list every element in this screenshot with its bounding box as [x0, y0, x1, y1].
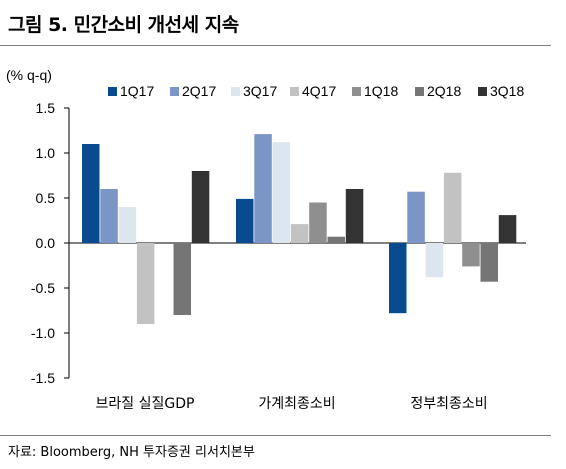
chart-legend: 1Q17 2Q17 3Q17 4Q17 1Q18 2Q18 3Q18	[108, 83, 524, 99]
bar-1q17-1	[82, 144, 100, 243]
bottom-divider	[0, 435, 551, 436]
bar-1q17-2	[236, 198, 254, 243]
legend-label-1q18: 1Q18	[364, 83, 398, 99]
bar-4q17-1	[136, 243, 155, 324]
bar-4q17-2	[290, 224, 309, 243]
bar-2q18-2	[327, 236, 345, 243]
legend-swatch-1q18	[352, 87, 361, 96]
source-note: 자료: Bloomberg, NH 투자증권 리서치본부	[8, 445, 255, 460]
legend-label-3q17: 3Q17	[243, 83, 277, 99]
legend-swatch-2q18	[415, 87, 424, 96]
bar-3q18-3	[498, 215, 517, 243]
x-axis: 브라질 실질GDP 가계최종소비 정부최종소비	[96, 396, 488, 412]
bar-1q17-3	[389, 243, 407, 314]
y-tick-label: 0.0	[36, 235, 56, 251]
y-tick-label: 1.0	[36, 145, 56, 161]
legend-label-2q18: 2Q18	[427, 83, 461, 99]
title-divider	[0, 45, 551, 46]
y-tick-label: 1.5	[36, 100, 56, 116]
y-tick-label: 0.5	[36, 190, 56, 206]
legend-label-4q17: 4Q17	[302, 83, 336, 99]
bar-2q17-2	[254, 134, 272, 243]
bar-3q17-1	[118, 207, 137, 243]
legend-swatch-3q18	[478, 87, 487, 96]
legend-label-2q17: 2Q17	[182, 83, 216, 99]
bar-1q18-2	[309, 202, 327, 243]
legend-swatch-2q17	[170, 87, 179, 96]
figure-title: 그림 5. 민간소비 개선세 지속	[8, 14, 239, 36]
x-category-label: 정부최종소비	[410, 396, 487, 412]
legend-label-3q18: 3Q18	[490, 83, 524, 99]
y-tick-label: -1.0	[31, 325, 55, 341]
y-axis-label: (% q-q)	[6, 67, 52, 83]
y-tick-label: -1.5	[31, 370, 55, 386]
legend-label-1q17: 1Q17	[120, 83, 154, 99]
bar-1q18-3	[462, 243, 480, 267]
bar-series-group	[82, 134, 517, 324]
legend-swatch-1q17	[108, 87, 117, 96]
x-category-label: 브라질 실질GDP	[96, 396, 195, 412]
bar-3q17-3	[425, 243, 444, 278]
bar-2q18-3	[480, 243, 498, 282]
legend-swatch-4q17	[290, 87, 299, 96]
bar-3q18-1	[191, 171, 210, 243]
legend-swatch-3q17	[231, 87, 240, 96]
bar-2q17-3	[407, 191, 425, 243]
bar-2q17-1	[100, 189, 118, 243]
bar-3q18-2	[345, 189, 364, 243]
x-category-label: 가계최종소비	[258, 396, 335, 412]
bar-2q18-1	[173, 243, 191, 315]
bar-4q17-3	[443, 172, 462, 243]
bar-3q17-2	[272, 142, 291, 243]
y-tick-label: -0.5	[31, 280, 55, 296]
